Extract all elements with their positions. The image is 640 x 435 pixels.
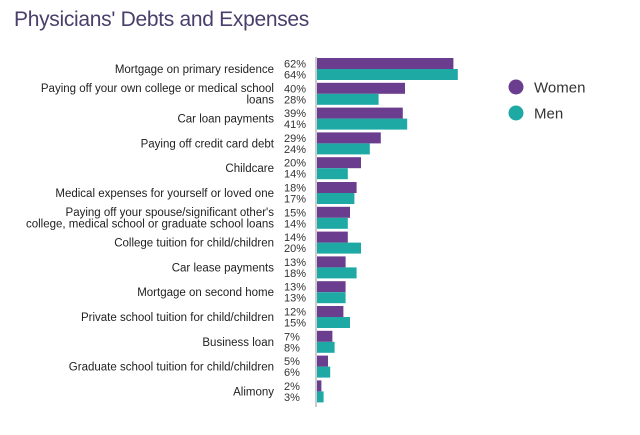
women-bar [317,380,322,392]
men-value-label: 14% [284,218,306,230]
women-value-label: 18% [284,183,306,195]
women-value-label: 40% [284,83,306,95]
men-value-label: 24% [284,144,306,156]
men-value-label: 8% [284,342,300,354]
women-value-label: 5% [284,356,300,368]
women-value-label: 15% [284,207,306,219]
category-label: Paying off your own college or medical s… [41,83,274,95]
men-value-label: 14% [284,169,306,181]
women-bar [317,206,350,218]
category-label: Mortgage on primary residence [115,64,274,76]
women-value-label: 13% [284,282,306,294]
women-value-label: 39% [284,108,306,120]
women-bar [317,281,346,293]
men-value-label: 3% [284,392,300,404]
men-bar [317,391,324,403]
women-bar [317,58,454,69]
men-value-label: 64% [284,70,306,82]
men-bar [317,292,346,304]
men-value-label: 15% [284,318,306,330]
men-bar [317,317,350,328]
category-label: college, medical school or graduate scho… [26,219,274,231]
women-value-label: 29% [284,133,306,145]
women-legend-marker [508,79,524,95]
men-bar [317,341,335,353]
men-bar [317,242,361,254]
women-value-label: 2% [284,381,300,393]
category-label: Paying off credit card debt [141,138,275,150]
men-value-label: 6% [284,367,300,379]
women-bar [317,231,348,243]
women-bar [317,132,381,144]
women-value-label: 20% [284,158,306,170]
women-value-label: 13% [284,257,306,269]
men-bar [317,366,331,378]
category-labels: Mortgage on primary residence Paying off … [26,64,275,398]
women-value-label: 12% [284,307,306,319]
men-bar [317,168,348,180]
women-value-label: 14% [284,232,306,244]
men-bar [317,118,408,130]
men-value-label: 13% [284,293,306,305]
women-value-label: 7% [284,331,300,343]
women-bar [317,355,328,367]
category-label: Car loan payments [177,114,274,126]
women-value-label: 62% [284,59,306,71]
category-label: loans [247,95,275,107]
category-label: Graduate school tuition for child/childr… [69,362,274,374]
category-label: Business loan [202,337,274,349]
women-bar [317,82,405,94]
category-label: Paying off your spouse/significant other… [66,207,275,219]
category-label: Medical expenses for yourself or loved o… [55,188,274,200]
men-bar [317,69,458,80]
men-value-label: 41% [284,119,306,131]
women-bar [317,107,403,119]
men-value-label: 18% [284,268,306,280]
category-label: Private school tuition for child/childre… [81,312,274,324]
category-label: Mortgage on second home [137,287,274,299]
women-bar [317,330,333,342]
category-label: Alimony [233,386,274,398]
category-label: Childcare [225,163,274,175]
men-value-label: 20% [284,243,306,255]
women-bar [317,256,346,268]
category-label: College tuition for child/children [114,238,274,250]
men-value-label: 28% [284,94,306,106]
men-bar [317,217,348,229]
women-legend-label: Women [534,80,585,97]
legend: Women Men [508,79,585,123]
men-bar [317,93,379,105]
men-bar [317,193,355,204]
men-value-label: 17% [284,194,306,206]
men-legend-label: Men [534,106,563,123]
men-bar [317,143,370,155]
category-label: Car lease payments [172,262,275,274]
women-bar [317,182,357,193]
value-labels: 62%64%40%28%39%41%29%24%20%14%18%17%15%1… [284,59,306,404]
bars [317,58,458,403]
men-bar [317,267,357,279]
men-legend-marker [508,105,524,121]
women-bar [317,306,344,317]
women-bar [317,157,361,169]
chart-title: Physicians' Debts and Expenses [14,8,310,31]
